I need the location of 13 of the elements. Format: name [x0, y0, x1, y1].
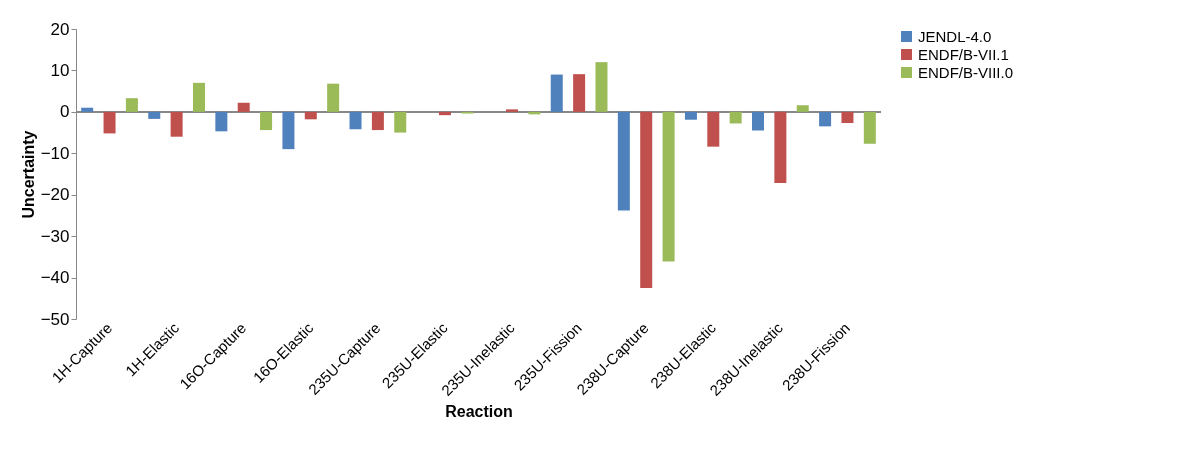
y-tick-label: 0: [60, 102, 70, 122]
y-tick-label: −50: [40, 309, 70, 329]
y-tick-label: −30: [40, 226, 70, 246]
y-tick-label: −20: [40, 185, 70, 205]
y-tick-label: 10: [50, 60, 70, 80]
y-tick-label: −10: [40, 143, 70, 163]
legend-label: JENDL-4.0: [918, 27, 992, 45]
y-tick-label: −40: [40, 268, 70, 288]
y-tick-label: 20: [50, 19, 70, 39]
legend-label: ENDF/B-VII.1: [918, 45, 1009, 63]
y-axis-title: Uncertainty: [19, 130, 37, 219]
x-axis-title: Reaction: [445, 403, 513, 421]
legend-label: ENDF/B-VIII.0: [918, 63, 1014, 81]
